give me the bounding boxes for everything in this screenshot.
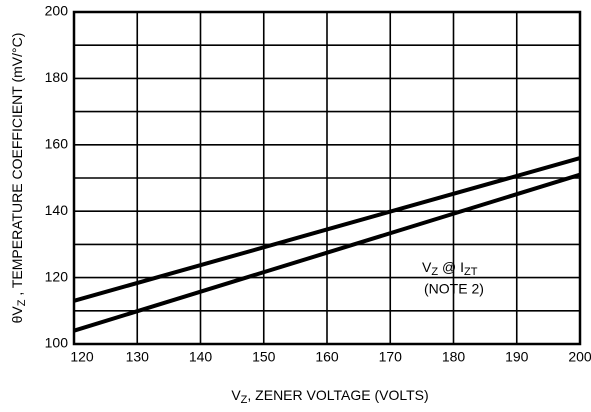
y-tick-label: 200 [45,3,69,19]
x-tick-label: 130 [126,349,150,365]
x-tick-label: 150 [252,349,276,365]
x-tick-label: 160 [315,349,339,365]
y-tick-label: 180 [45,69,69,85]
y-label-main: θV [9,306,25,324]
annotation-mid: @ I [438,259,464,275]
annotation-i-sub: ZT [464,266,478,278]
x-axis-label: VZ, ZENER VOLTAGE (VOLTS) [231,387,428,406]
x-tick-label: 200 [568,349,591,365]
y-label-rest: , TEMPERATURE COEFFICIENT (mV/°C) [9,33,25,300]
y-tick-label: 160 [45,136,69,152]
y-tick-label: 100 [45,335,69,351]
y-tick-label: 120 [45,268,69,284]
y-axis-label: θVZ , TEMPERATURE COEFFICIENT (mV/°C) [9,33,28,324]
x-tick-label: 170 [379,349,403,365]
annotation-v: V [422,259,432,275]
x-tick-label: 190 [505,349,529,365]
x-tick-label: 140 [189,349,213,365]
annotation-v-sub: Z [431,266,438,278]
x-label-rest: , ZENER VOLTAGE (VOLTS) [247,387,428,403]
series-line [73,156,581,303]
x-label-main: V [231,387,241,403]
y-label-sub: Z [16,299,28,306]
x-tick-label: 120 [70,349,94,365]
x-tick-label: 180 [442,349,466,365]
series-line [73,172,581,333]
x-label-sub: Z [241,394,248,406]
annotation: VZ @ IZT [422,259,478,278]
y-tick-label: 140 [45,202,69,218]
